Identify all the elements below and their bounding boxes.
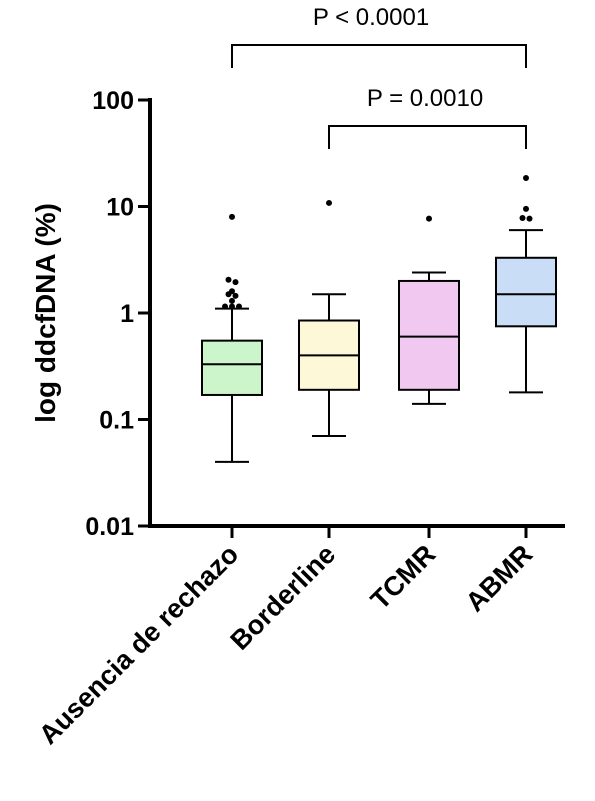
- box-iqr: [495, 256, 557, 328]
- bracket-line: [328, 125, 527, 149]
- y-axis-label: log ddcfDNA (%): [30, 203, 61, 423]
- outlier-point: [232, 279, 239, 286]
- outlier-point: [232, 292, 239, 299]
- box-group: [495, 175, 557, 394]
- outlier-point: [222, 303, 228, 310]
- y-tick-label: 0.1: [99, 407, 134, 435]
- x-tick-label: Ausencia de rechazo: [33, 539, 244, 750]
- outlier-point: [229, 297, 235, 304]
- x-tick-label: TCMR: [365, 539, 441, 615]
- outlier-point: [229, 303, 235, 310]
- outlier-point: [236, 303, 242, 310]
- outlier-point: [426, 215, 432, 222]
- outlier-point: [326, 199, 332, 206]
- y-tick-label: 0.01: [85, 513, 134, 541]
- y-tick-label: 100: [92, 87, 134, 115]
- outlier-point: [526, 215, 533, 222]
- x-tick-label: ABMR: [460, 539, 538, 617]
- outlier-point: [523, 175, 529, 182]
- box-group: [398, 215, 460, 405]
- outlier-point: [225, 291, 232, 298]
- p-value-label: P < 0.0001: [313, 4, 429, 31]
- significance-brackets: P < 0.0001 P = 0.0010: [231, 4, 527, 149]
- box-iqr: [201, 339, 263, 396]
- outlier-point: [225, 276, 232, 283]
- y-tick-label: 1: [120, 300, 134, 328]
- y-tick-label: 10: [106, 194, 134, 222]
- significance-bracket: P < 0.0001: [231, 4, 527, 68]
- significance-bracket: P = 0.0010: [328, 85, 527, 149]
- p-value-label: P = 0.0010: [367, 85, 483, 112]
- box-plot-series: [201, 175, 557, 463]
- outlier-point: [519, 214, 526, 221]
- x-tick-label: Borderline: [225, 539, 342, 656]
- outlier-point: [229, 213, 235, 220]
- bracket-line: [231, 44, 527, 68]
- box-iqr: [398, 279, 460, 391]
- box-group: [298, 199, 360, 437]
- box-group: [201, 213, 263, 463]
- outlier-point: [523, 205, 529, 212]
